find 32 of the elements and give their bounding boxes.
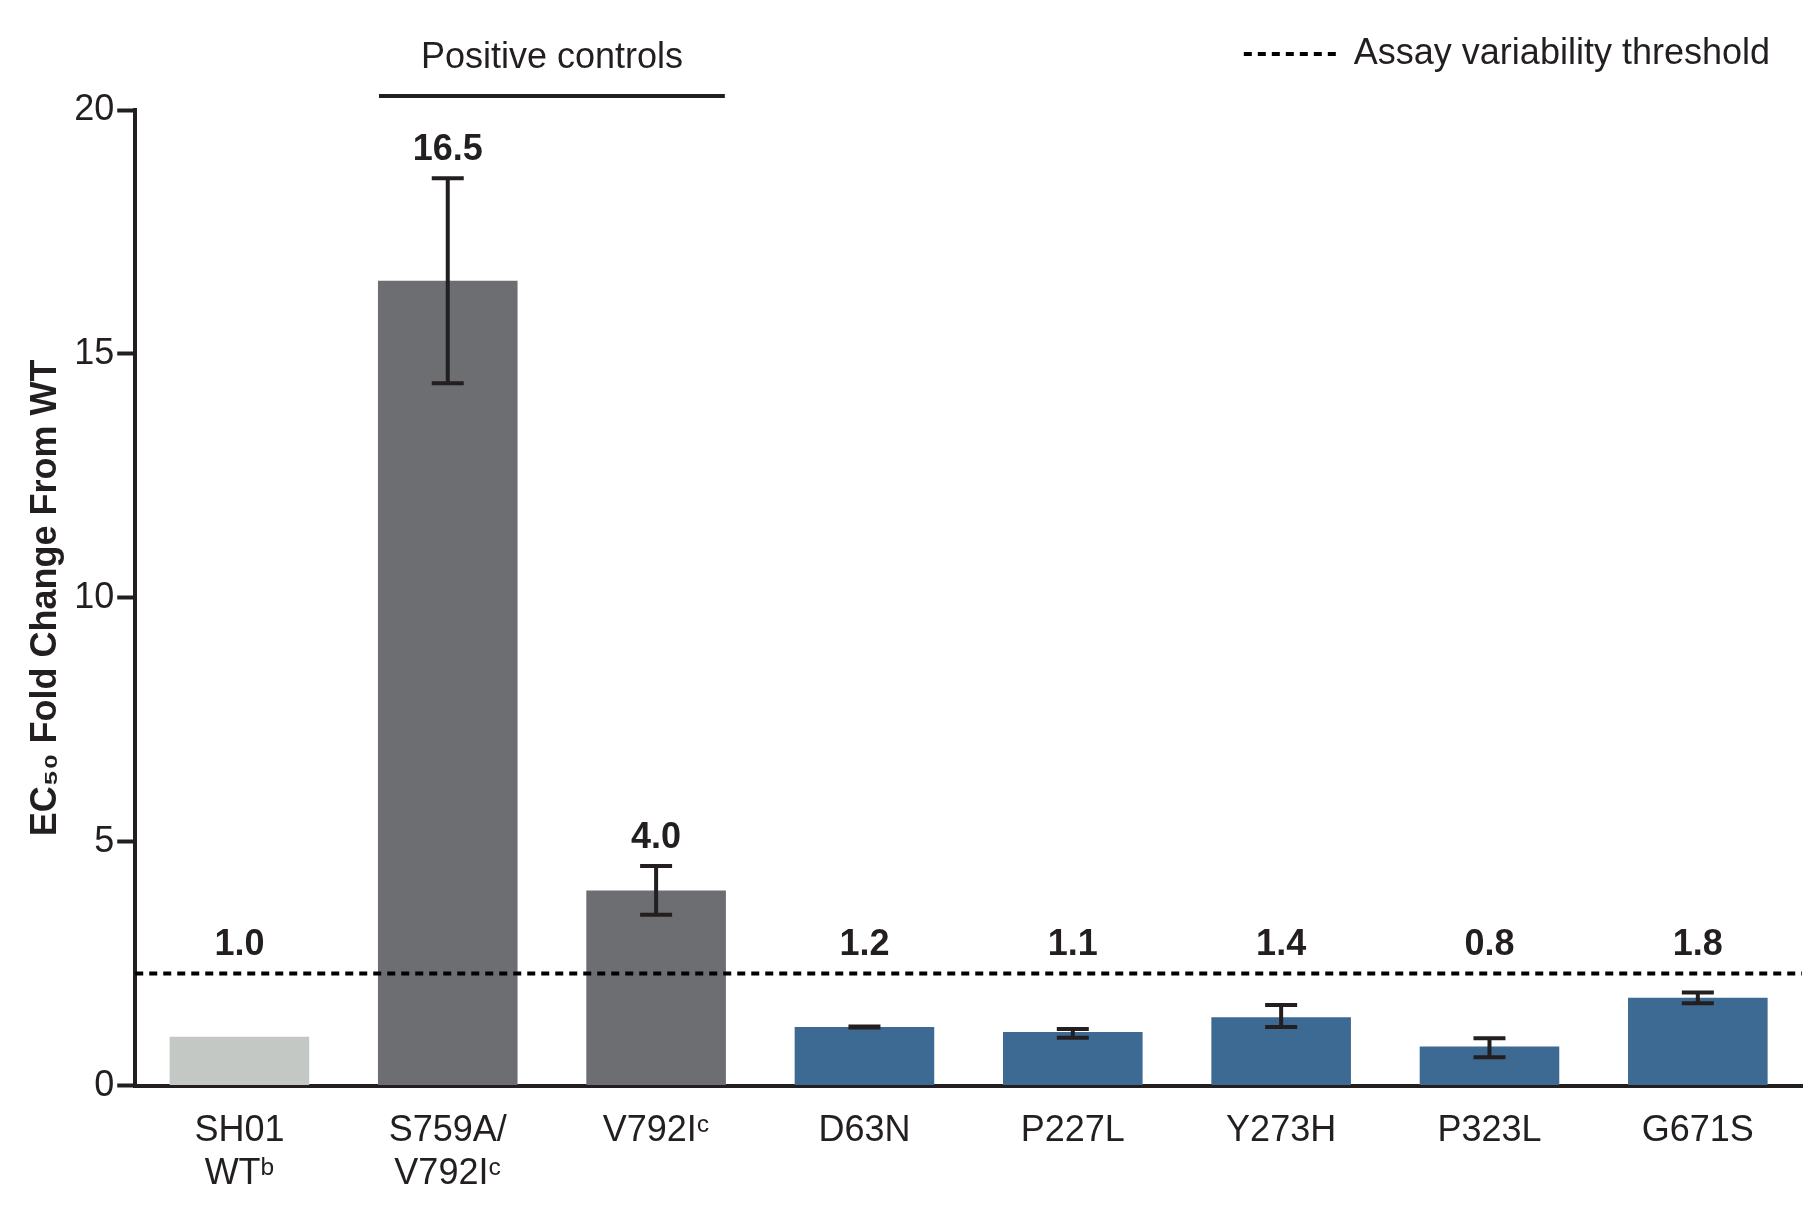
bar <box>586 890 726 1086</box>
data-label: 1.4 <box>1256 922 1307 964</box>
legend-label: Assay variability threshold <box>1353 30 1770 72</box>
x-tick-label: S759A/ V792Iᶜ <box>388 1108 507 1193</box>
bar <box>794 1027 935 1086</box>
y-tick-label: 20 <box>74 86 115 128</box>
data-label: 1.1 <box>1047 922 1098 964</box>
x-tick-label: P323L <box>1437 1108 1542 1150</box>
data-label: 16.5 <box>412 127 483 169</box>
bar <box>1419 1046 1560 1086</box>
y-tick-label: 0 <box>94 1062 115 1104</box>
x-tick-label: SH01 WTᵇ <box>194 1108 285 1193</box>
bar <box>1211 1017 1351 1086</box>
bar <box>377 280 518 1086</box>
x-tick-label: D63N <box>818 1108 911 1150</box>
x-tick-label: V792Iᶜ <box>602 1108 710 1150</box>
bar <box>1003 1031 1143 1086</box>
y-tick-label: 10 <box>74 574 115 616</box>
data-label: 4.0 <box>631 815 682 857</box>
y-tick-label: 5 <box>94 818 115 860</box>
y-axis-title: EC₅₀ Fold Change From WT <box>22 359 64 837</box>
data-label: 1.2 <box>839 922 890 964</box>
x-tick-label: G671S <box>1641 1108 1754 1150</box>
bar <box>169 1036 310 1086</box>
text: Positive controls <box>420 34 683 76</box>
data-label: 1.0 <box>214 922 265 964</box>
y-tick-label: 15 <box>74 330 115 372</box>
x-tick-label: Y273H <box>1226 1108 1337 1150</box>
data-label: 0.8 <box>1464 922 1515 964</box>
bar <box>1628 997 1768 1086</box>
x-tick-label: P227L <box>1020 1108 1125 1150</box>
data-label: 1.8 <box>1672 922 1723 964</box>
